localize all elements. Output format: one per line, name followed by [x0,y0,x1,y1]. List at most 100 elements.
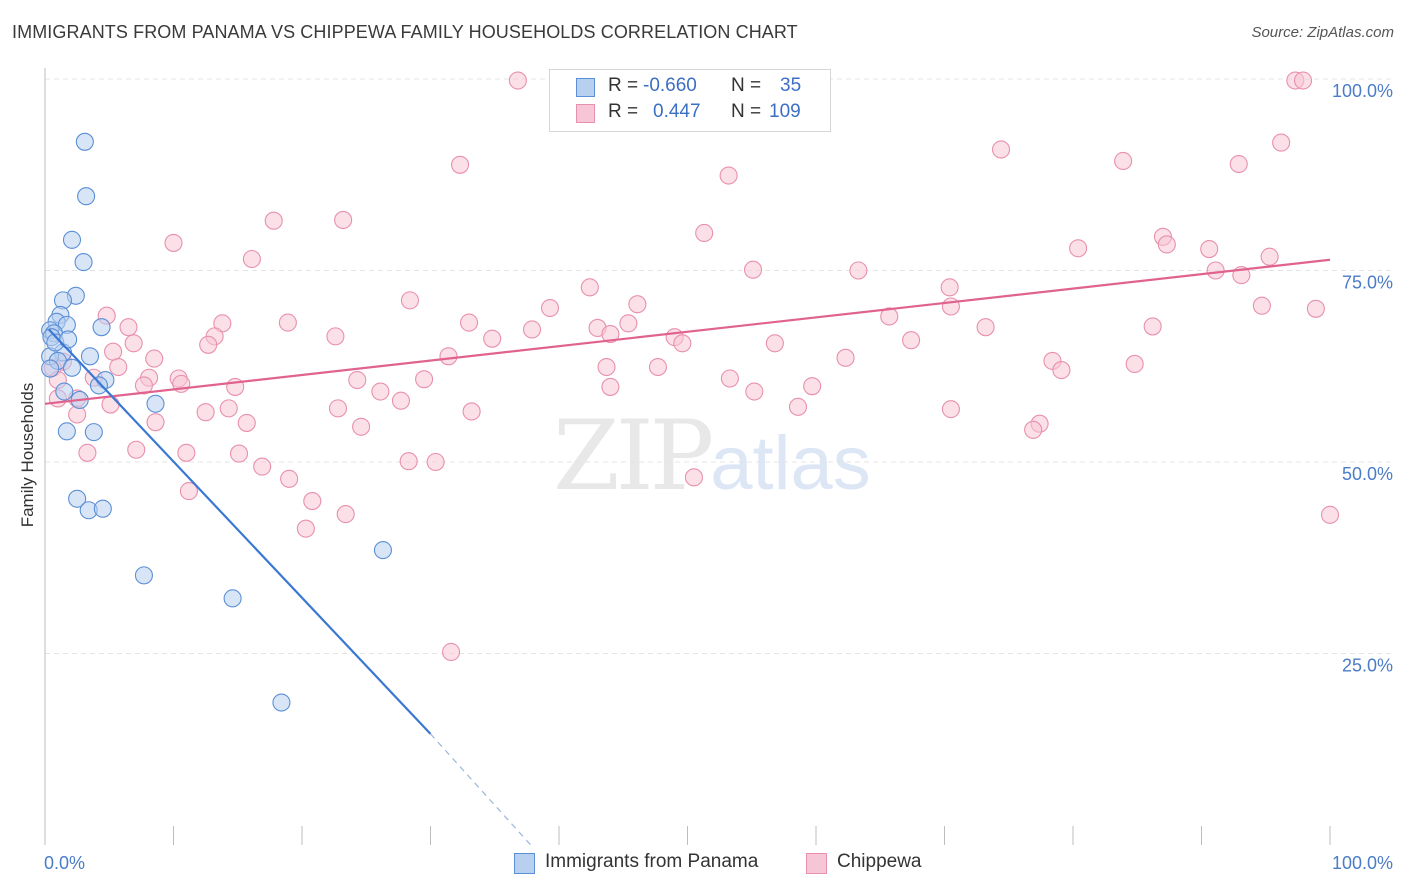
chippewa-point [242,249,261,269]
legend-r-value: 0.447 [653,101,701,122]
panama-point [59,330,78,349]
chippewa-point [336,505,355,524]
chippewa-point [219,399,238,418]
chippewa-point [765,334,784,353]
panama-point [84,423,103,442]
panama-point [55,382,74,401]
chippewa-point [788,397,808,416]
chippewa-point [229,444,249,463]
panama-point [74,253,93,272]
panama-trend-line [48,328,432,735]
chippewa-point [400,291,419,310]
chippewa-point [941,400,960,419]
chippewa-point [109,357,128,377]
chippewa-point [1200,240,1219,259]
legend-r-label: R = [608,75,639,96]
chippewa-point [1306,299,1325,318]
panama-trend-extension [430,733,532,846]
legend-swatch-chippewa [576,104,595,123]
legend-r-label: R = [608,101,639,122]
chippewa-point [146,413,165,432]
chippewa-point [1229,154,1248,174]
chippewa-point [1125,354,1144,374]
chippewa-point [119,318,138,337]
chippewa-point [101,395,120,414]
chippewa-point [371,382,390,401]
panama-point [373,541,393,560]
chippewa-point [483,329,502,348]
chippewa-point [399,452,418,471]
chippewa-point [522,320,542,339]
panama-point [89,376,109,395]
chippewa-point [253,457,272,476]
chippewa-point [601,377,620,396]
chippewa-point [78,443,97,462]
panama-point [77,187,96,206]
chippewa-point [104,342,123,361]
chippewa-point [745,382,764,401]
chippewa-point [439,347,458,366]
panama-point [68,489,87,508]
chippewa-point [601,325,620,344]
chippewa-point [1114,151,1133,171]
chippewa-point [803,377,822,396]
chippewa-point [540,298,560,318]
chart-title: IMMIGRANTS FROM PANAMA VS CHIPPEWA FAMIL… [12,22,798,42]
chippewa-point [442,642,461,662]
chippewa-point [280,469,299,488]
chippewa-point [580,278,599,297]
chippewa-point [264,211,283,230]
chippewa-point [1024,420,1043,439]
chippewa-point [1143,317,1162,336]
source-credit: Source: ZipAtlas.com [1251,24,1394,41]
chippewa-point [326,327,345,346]
y-tick-label: 75.0% [1342,273,1393,293]
chippewa-point [415,370,434,389]
panama-point [272,693,291,712]
chippewa-point [179,482,198,501]
panama-point [57,422,76,441]
chippewa-point [199,335,218,354]
chippewa-point [695,223,714,243]
correlation-legend: R = -0.660 N = 35 R = 0.447 N = 109 [549,69,831,132]
chippewa-point [1320,505,1340,524]
bottom-legend-label-chippewa: Chippewa [837,851,922,872]
legend-r-value: -0.660 [643,75,697,96]
chippewa-point [177,443,196,462]
chippewa-point [976,318,995,337]
chippewa-point [743,260,763,279]
chippewa-point [719,166,738,185]
chippewa-point [124,334,143,353]
chippewa-point [303,492,322,511]
chippewa-point [296,519,315,538]
chippewa-point [673,334,692,353]
chippewa-point [940,278,959,297]
chippewa-point [164,233,183,252]
chippewa-point [648,357,667,377]
panama-point [75,132,94,151]
chippewa-point [508,71,527,90]
panama-point [41,359,60,378]
x-tick-label: 0.0% [44,853,85,873]
y-tick-label: 100.0% [1332,81,1393,101]
chippewa-point [462,402,481,421]
chippewa-point [1206,261,1225,280]
x-tick-label: 100.0% [1332,853,1393,873]
chippewa-point [1157,235,1176,254]
legend-n-value: 35 [780,75,802,96]
legend-n-label: N = [731,101,762,122]
chippewa-point [1252,296,1271,315]
chippewa-point [459,313,479,332]
bottom-legend-swatch-chippewa [806,853,827,874]
panama-point [146,394,165,413]
chippewa-point [426,452,445,472]
chippewa-point [1052,361,1071,380]
chippewa-point [720,369,739,388]
chippewa-trend-line [44,258,1331,405]
chippewa-point [1272,133,1291,152]
legend-n-value: 109 [769,101,801,122]
legend-row-panama: R = -0.660 N = 35 [550,75,830,101]
bottom-legend-label-panama: Immigrants from Panama [545,851,759,872]
panama-point [223,589,242,608]
